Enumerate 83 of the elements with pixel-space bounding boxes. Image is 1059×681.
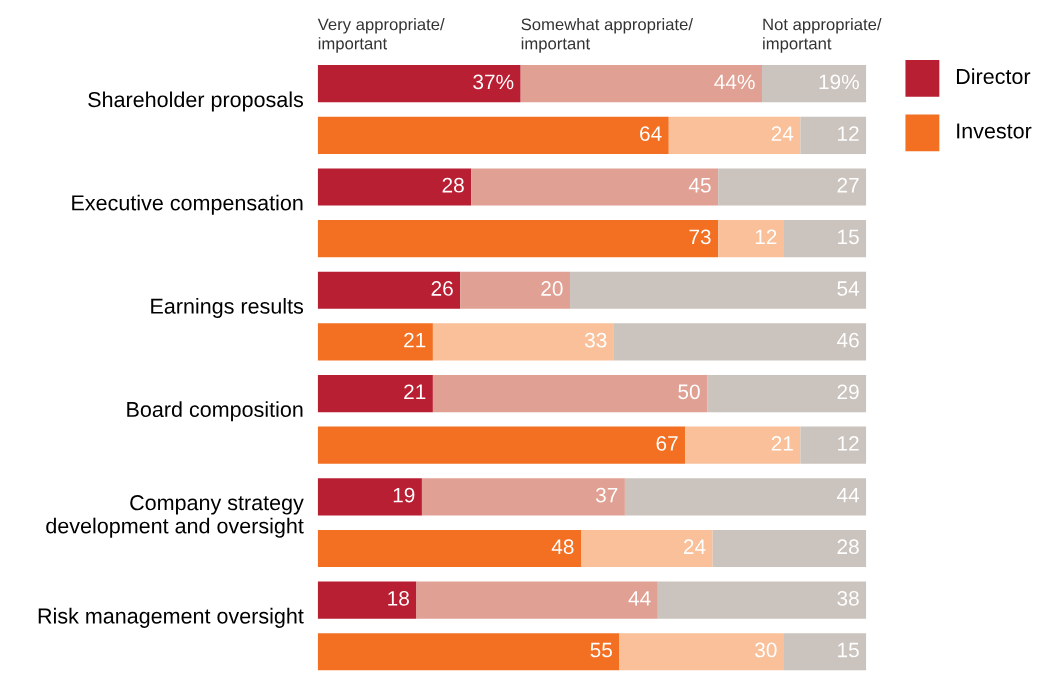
data-label: 18	[388, 590, 409, 606]
data-label: 19%	[819, 74, 859, 90]
data-label: 29	[837, 384, 859, 400]
bar	[317, 168, 472, 206]
bar	[668, 116, 801, 154]
data-label: 46	[836, 332, 859, 348]
data-label: 38	[837, 590, 859, 606]
y-tick-label: Executive compensation	[72, 194, 303, 215]
data-label: 21	[404, 332, 426, 348]
data-label: 26	[431, 281, 453, 296]
data-label: 19	[393, 487, 415, 503]
data-label: 48	[551, 539, 574, 555]
data-label: 73	[689, 229, 711, 245]
bar	[317, 374, 433, 413]
y-tick-label: Shareholder proposals	[88, 91, 304, 112]
data-label: 67	[656, 436, 678, 451]
data-label: 12	[838, 436, 859, 451]
bar	[800, 426, 867, 464]
bar	[317, 271, 461, 309]
data-label: 15	[838, 229, 859, 245]
bar	[432, 323, 614, 361]
data-label: 54	[837, 281, 860, 296]
data-label: 24	[771, 126, 794, 141]
series-label: Not appropriate/ important	[763, 18, 882, 53]
bar	[581, 529, 713, 568]
bar	[317, 116, 669, 154]
data-label: 30	[755, 642, 777, 658]
data-label: 15	[838, 642, 859, 658]
bar	[800, 116, 867, 154]
bar	[619, 633, 784, 671]
text: Director	[956, 68, 1031, 85]
bar	[460, 271, 571, 309]
bar	[685, 426, 801, 464]
y-tick-label: Risk management oversight	[38, 607, 304, 628]
bar	[421, 478, 625, 516]
data-label: 21	[771, 436, 793, 451]
data-label: 44	[836, 487, 860, 503]
bar	[432, 374, 708, 413]
bar	[317, 323, 433, 361]
data-label: 37	[595, 487, 618, 503]
bar	[718, 220, 784, 258]
bar	[712, 529, 867, 568]
data-label: 44%	[714, 74, 755, 90]
data-label: 37%	[473, 74, 514, 90]
data-label: 28	[442, 177, 464, 193]
series-label: Somewhat appropriate/ important	[521, 18, 693, 53]
bar	[570, 271, 867, 309]
data-label: 28	[837, 539, 859, 555]
data-label: 27	[837, 177, 859, 193]
bar	[783, 633, 867, 671]
data-label: 33	[584, 332, 607, 348]
bar	[613, 323, 867, 361]
data-label: 50	[678, 384, 700, 400]
bar	[317, 220, 719, 258]
bar	[317, 478, 422, 516]
data-label: 55	[590, 642, 612, 658]
bar	[707, 374, 867, 413]
data-label: 64	[640, 126, 662, 141]
data-label: 21	[404, 384, 426, 399]
bar	[624, 478, 867, 516]
data-label: 20	[541, 281, 563, 296]
data-label: 44	[628, 591, 651, 606]
bar	[718, 168, 867, 206]
bar	[471, 168, 719, 206]
bar	[317, 426, 686, 464]
series-label: Very appropriate/ important	[317, 18, 445, 53]
data-label: 24	[683, 539, 706, 554]
bar	[416, 581, 658, 619]
y-tick-label: Board composition	[127, 401, 303, 422]
y-tick-label: Company strategy development and oversight	[46, 495, 304, 538]
bar	[783, 220, 867, 258]
data-label: 45	[688, 178, 711, 193]
bar	[317, 633, 620, 671]
data-label: 12	[755, 229, 777, 245]
bar	[317, 529, 582, 568]
bar	[520, 65, 763, 103]
bar	[657, 581, 867, 619]
text: Investor	[957, 123, 1032, 139]
bar	[317, 65, 521, 103]
bar	[762, 65, 867, 103]
y-tick-label: Earnings results	[151, 297, 304, 319]
bar	[317, 581, 417, 619]
data-label: 12	[838, 126, 859, 141]
